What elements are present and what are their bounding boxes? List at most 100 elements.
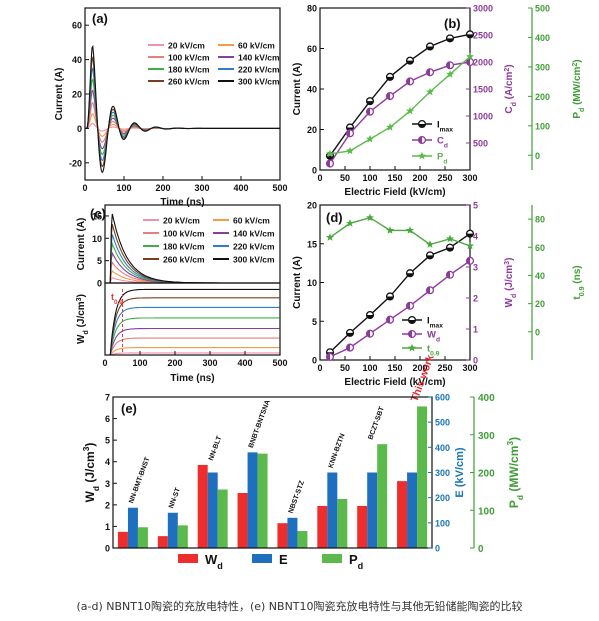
legend-cd-marker-fill [418,136,422,144]
series-cd-point-fill [446,61,450,69]
y-axis-tick-label: 6 [105,414,110,424]
series-imax-line [329,33,471,157]
y-axis-tick-label: 7 [105,393,110,403]
y-axis-tick-label: 80 [307,4,317,14]
x-axis-tick-label: 100 [132,358,147,368]
series-wd-point-fill [406,302,410,310]
x-axis-tick-label: 150 [387,363,402,373]
legend-label: 260 kV/cm [168,77,210,87]
y-axis-right1-tick-label: 400 [435,443,450,453]
y-axis-top-tick-label: 5 [97,256,102,266]
series-imax-point-fill [366,101,374,105]
legend-imax-marker-fill [418,124,426,128]
x-axis-tick-label: 200 [155,183,170,193]
y-axis-right2-tick-label: 20 [535,299,545,309]
y-axis-right1-tick-label: 2500 [473,31,493,41]
y-axis-right1-tick-label: 1500 [473,85,493,95]
x-axis-tick-label: 250 [437,173,452,183]
y-axis-right1-tick-label: 500 [435,418,450,428]
y-axis-tick-label: 0 [77,124,82,134]
panel-e: NN-BMT-BNST NN-ST NN-BLT BNBT-BNTSNA NBST-ST… [81,353,525,571]
series-pd-point [366,134,374,143]
y-axis-top-tick-label: 15 [92,211,102,221]
series-t09-point [346,219,354,227]
legend-label: 20 kV/cm [168,41,205,51]
bar-e [407,472,418,548]
bar-wd [237,492,248,548]
series-wd-point-fill [366,330,370,338]
x-axis-tick-label: 200 [412,363,427,373]
bar-e [127,507,138,548]
y-axis-right2-tick-label: 400 [535,33,550,43]
y-axis-right1-label-group: E (kV/cm) [454,447,466,497]
y-axis-tick-label: 60 [307,44,317,54]
legend-e-label: E [279,552,288,567]
x-axis-tick-label: 500 [272,358,287,368]
y-axis-right2-tick-label: 200 [478,469,495,480]
y-axis-right2-tick-label: 80 [535,215,545,225]
x-axis-tick-label: 0 [317,363,322,373]
y-axis-right1-tick-label: 0 [473,356,478,366]
x-axis-tick-label: 500 [272,183,287,193]
bar-e [327,472,338,548]
series-imax-point-fill [426,46,434,50]
y-axis-right1-tick-label: 0 [435,544,440,554]
y-axis-tick-label: 4 [105,457,110,467]
legend-pd-swatch [322,554,342,563]
series-pd-point [446,70,454,78]
y-axis-tick-label: 0 [312,356,317,366]
series-t09-point [426,240,434,248]
bar-pd [177,525,188,548]
y-axis-tick-label: 5 [105,436,110,446]
panel-label: (b) [444,16,461,31]
bar-wd [357,505,368,548]
series-imax-point-fill [386,296,394,300]
y-axis-top-tick-label: 10 [92,234,102,244]
series-imax-point-fill [446,38,454,42]
series-t09-point [406,226,414,234]
wd-trace [105,337,280,356]
x-axis-tick-label: 200 [412,173,427,183]
y-axis-right2-tick-label: 0 [535,327,540,337]
y-axis-right2-tick-label: 0 [478,544,484,555]
y-axis-tick-label: 15 [307,239,317,249]
x-axis-tick-label: 150 [387,173,402,183]
category-label: NN-ST [168,486,182,509]
series-wd-line [329,260,471,358]
series-pd-point [466,52,474,60]
series-imax-point-fill [446,247,454,252]
y-axis-right1-tick-label: 3000 [473,4,493,14]
panel-a: -20 0 20 40 60 0 100 200 300 400 500 Time (ns) Curre… [54,7,288,208]
legend-label: 140 kV/cm [238,53,280,63]
x-axis-tick-label: 400 [233,183,248,193]
y-axis-tick-label: 5 [312,317,317,327]
x-axis-tick-label: 100 [362,173,377,183]
series-t09-point [366,213,374,222]
legend-wd-marker-fill [408,330,412,338]
series-imax-point-fill [426,255,434,259]
panel-b: 0204060805001000150020002500300001002003… [292,4,586,199]
panel-label: (d) [326,210,343,225]
series-cd-point-fill [426,68,430,76]
legend-label: 260 kV/cm [163,255,205,265]
legend-pd-marker [418,151,426,160]
legend-label: 100 kV/cm [168,53,210,63]
bar-e [167,512,178,548]
x-axis-label: Electric Field (kV/cm) [344,187,445,198]
bar-wd [317,505,328,548]
bar-e [367,472,378,548]
series-cd-line [329,61,471,164]
x-axis-tick-label: 50 [340,173,350,183]
legend-wd-swatch [178,554,198,563]
panel-label: (c) [90,206,106,221]
legend-label: 140 kV/cm [233,229,275,239]
current-trace [85,78,280,156]
series-imax-point-fill [346,332,354,337]
y-axis-right1-tick-label: 1 [473,325,478,335]
legend-label: 180 kV/cm [163,242,205,252]
series-pd-point [346,146,354,155]
series-t09-point [466,241,474,250]
x-axis-label: Time (ns) [170,373,214,384]
bar-e [207,472,218,548]
